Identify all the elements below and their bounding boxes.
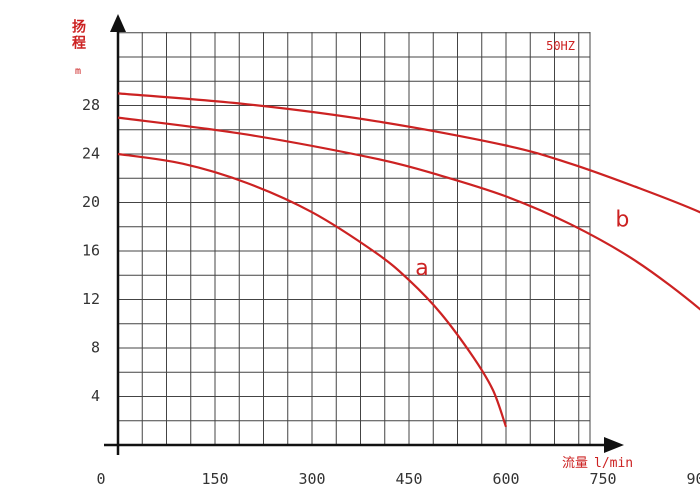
series-line-c [117,92,700,214]
x-tick-label: 900 [686,470,700,488]
y-axis-unit: m [75,66,81,77]
series-label-b: b [615,208,629,233]
curves: abc [117,92,700,428]
x-tick-label: 600 [492,470,519,488]
series-line-b [117,116,700,311]
grid [117,32,591,446]
y-axis-arrow [110,14,126,32]
y-tick-label: 24 [82,145,100,163]
frequency-label: 50HZ [546,39,575,53]
y-tick-label: 4 [91,387,100,405]
y-tick-label: 20 [82,193,100,211]
y-axis-title: 扬程 [70,18,86,51]
y-tick-label: 12 [82,290,100,308]
x-tick-label: 450 [395,470,422,488]
x-axis-title: 流量 [562,456,588,471]
x-axis-unit: l/min [594,456,633,471]
y-tick-label: 28 [82,96,100,114]
x-axis-arrow [604,437,624,453]
y-tick-label: 8 [91,339,100,357]
axes [104,14,624,455]
x-tick-label: 150 [201,470,228,488]
x-tick-label: 300 [298,470,325,488]
series-line-a [117,152,508,428]
tick-labels: 0150300450600750900105012001350481216202… [82,96,700,488]
series-label-a: a [415,256,428,281]
y-tick-label: 16 [82,242,100,260]
x-tick-label: 750 [589,470,616,488]
x-tick-label: 0 [96,470,105,488]
